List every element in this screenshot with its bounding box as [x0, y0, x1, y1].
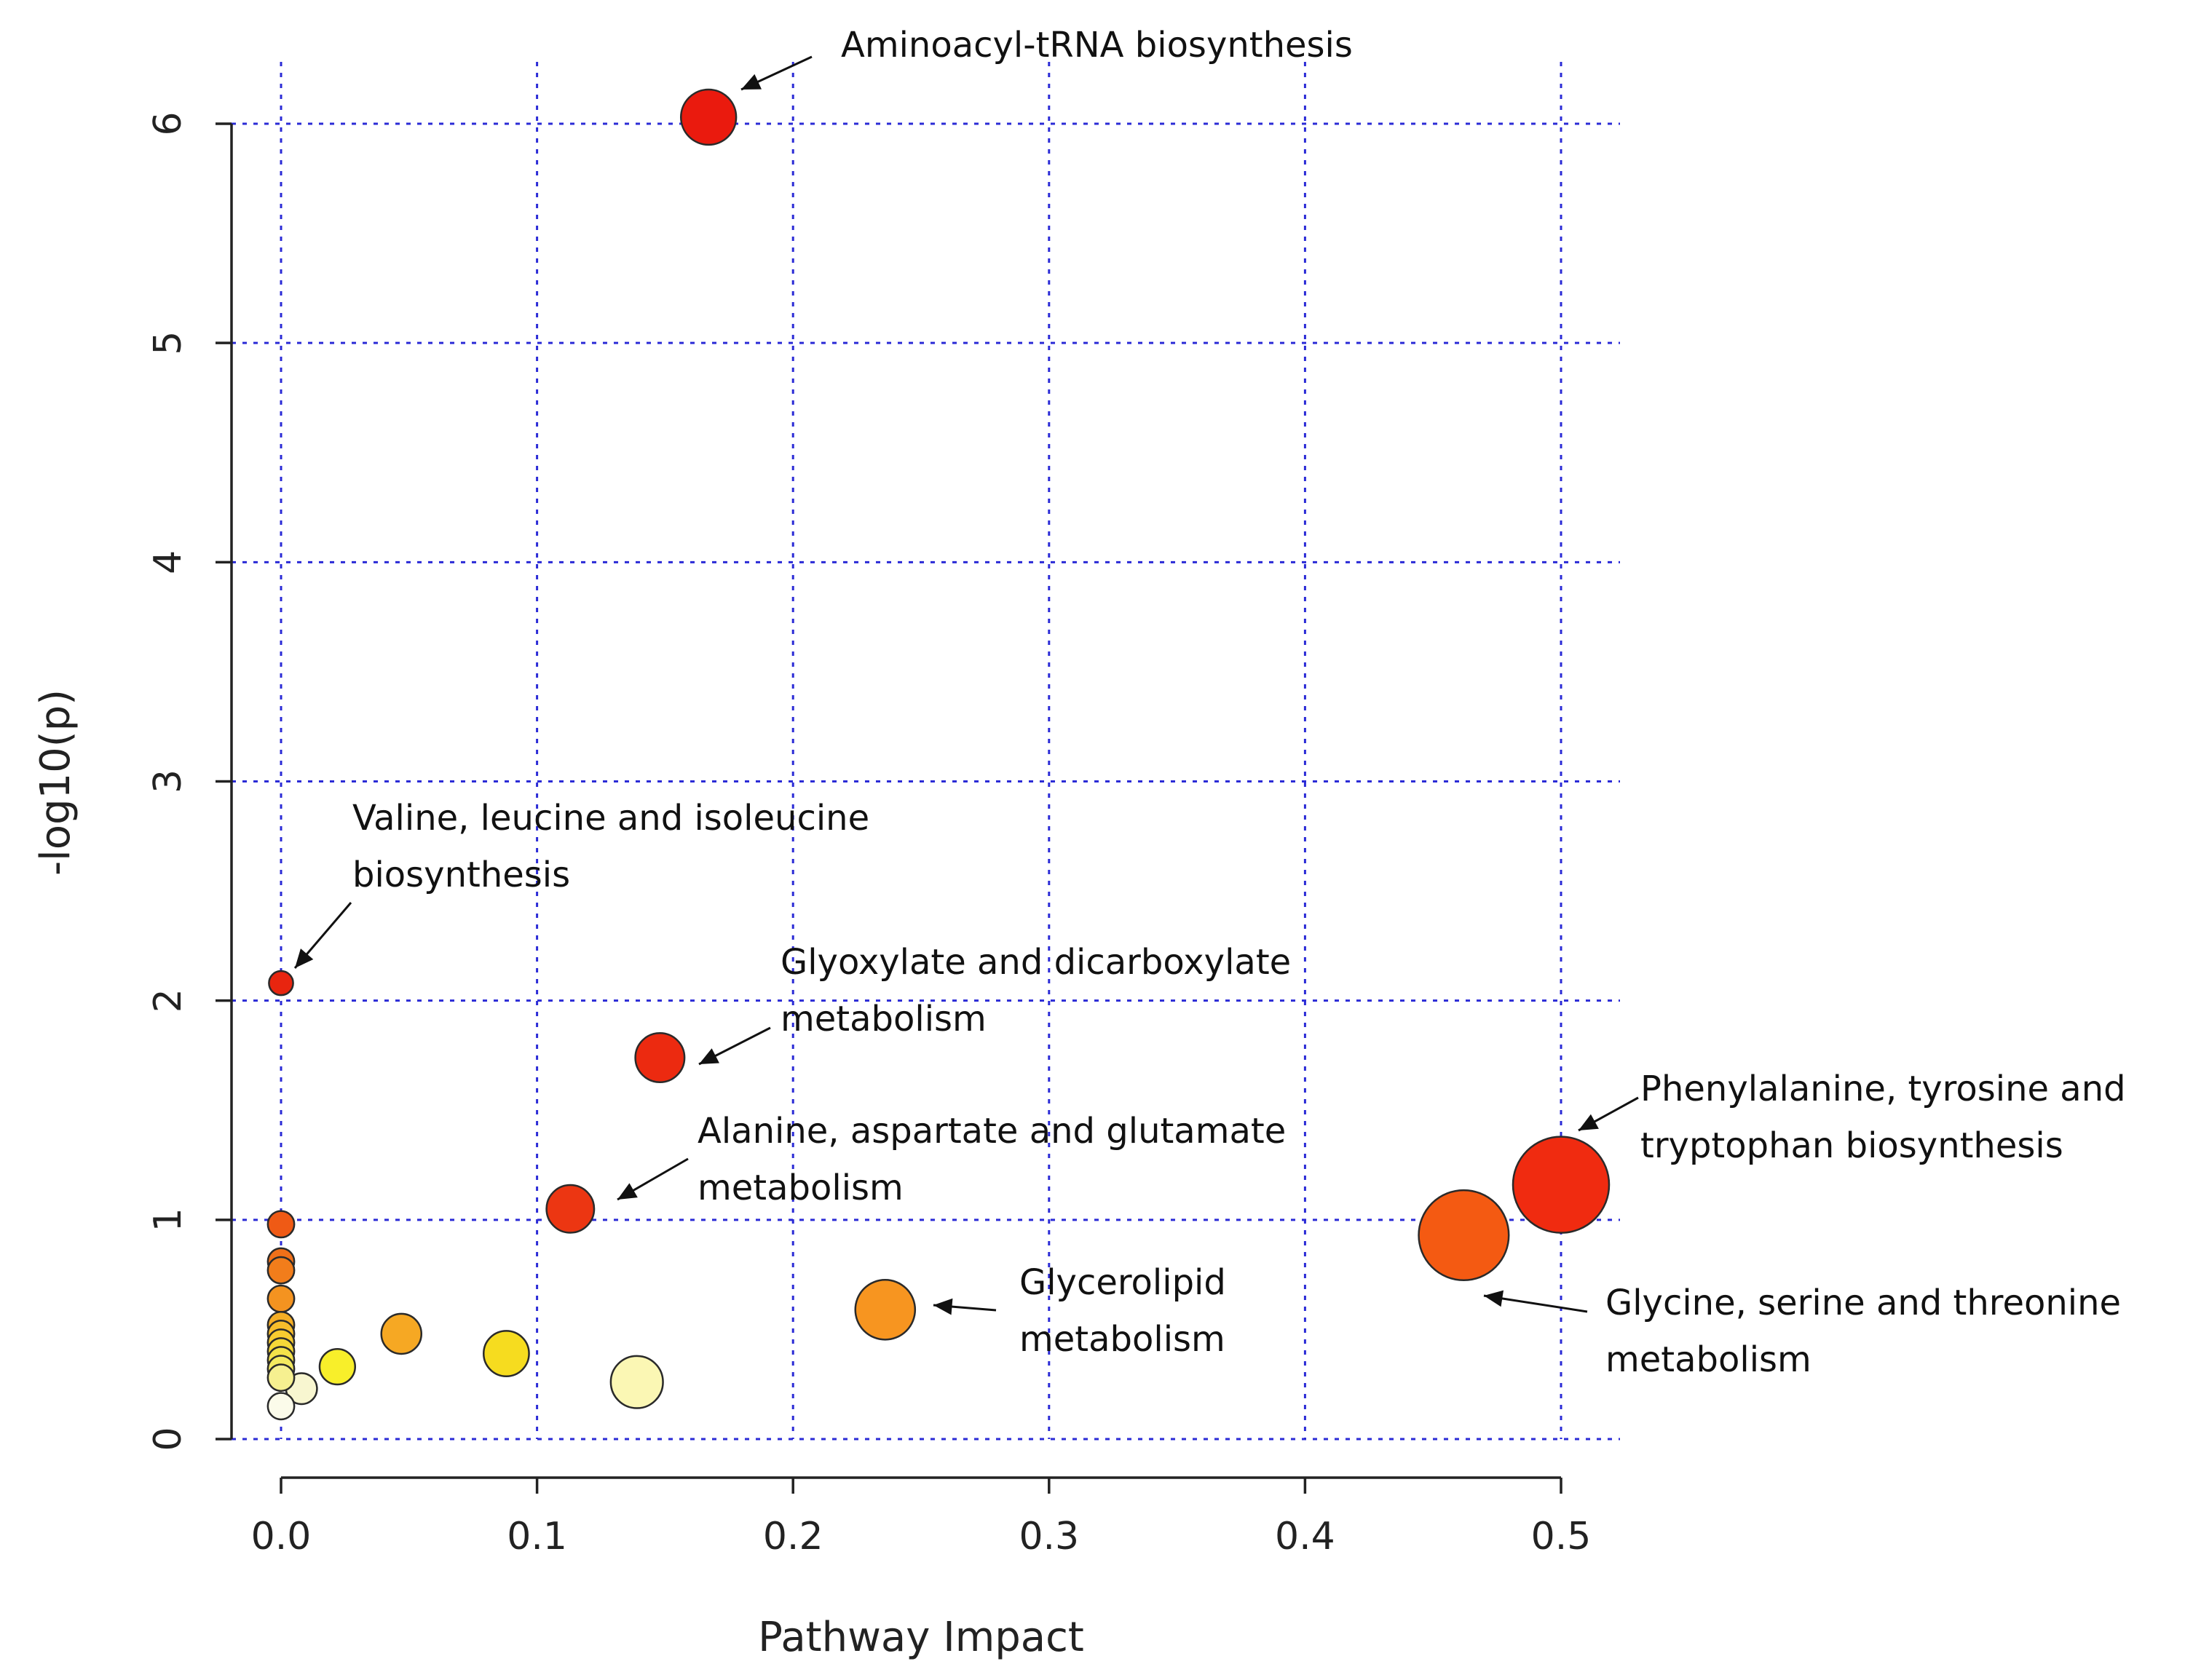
- data-points: [266, 88, 1611, 1421]
- data-point-8: [482, 1330, 530, 1377]
- y-tick-label-2: 2: [146, 988, 190, 1013]
- annotation-0-arrowhead: [741, 74, 762, 90]
- y-tick-label-3: 3: [146, 769, 190, 793]
- annotation-0: Aminoacyl-tRNA biosynthesis: [740, 25, 1353, 91]
- axes: [216, 122, 1562, 1494]
- annotation-1-arrowhead: [295, 948, 314, 968]
- annotation-0-line-0: Aminoacyl-tRNA biosynthesis: [841, 25, 1353, 66]
- data-point-0: [680, 88, 738, 146]
- annotations: Aminoacyl-tRNA biosynthesis Valine, leuci…: [293, 25, 2126, 1380]
- annotation-3-line-1: metabolism: [698, 1168, 904, 1208]
- annotation-1-line-1: biosynthesis: [352, 855, 570, 895]
- annotation-3: Alanine, aspartate and glutamate metaboli…: [617, 1111, 1286, 1208]
- y-tick-label-1: 1: [146, 1208, 190, 1232]
- data-point-10: [318, 1347, 357, 1386]
- y-tick-label-0: 0: [146, 1427, 190, 1451]
- tick-labels: 0.0 0.1 0.2 0.3 0.4 0.5 0 1 2 3 4 5 6: [146, 111, 1591, 1558]
- annotation-2-line-1: metabolism: [781, 999, 987, 1039]
- data-point-21: [266, 1363, 296, 1392]
- x-tick-label-2: 0.2: [763, 1515, 823, 1558]
- annotation-1: Valine, leucine and isoleucine biosynthes…: [293, 798, 869, 969]
- annotation-2-arrowhead: [699, 1048, 719, 1064]
- annotation-4-line-1: tryptophan biosynthesis: [1640, 1125, 2063, 1166]
- annotation-5-arrowhead: [1484, 1290, 1504, 1307]
- data-point-2: [634, 1031, 686, 1083]
- annotation-4: Phenylalanine, tyrosine and tryptophan bi…: [1578, 1069, 2126, 1166]
- data-point-13: [266, 1256, 296, 1285]
- x-tick-label-4: 0.4: [1275, 1515, 1335, 1558]
- data-point-9: [609, 1355, 664, 1409]
- y-tick-label-4: 4: [146, 550, 190, 574]
- data-point-1: [268, 970, 294, 996]
- annotation-6: Glycerolipid metabolism: [933, 1262, 1226, 1360]
- data-point-4: [1512, 1136, 1611, 1234]
- data-point-6: [854, 1279, 917, 1341]
- y-axis-title: -log10(p): [32, 689, 79, 876]
- annotation-6-line-1: metabolism: [1019, 1319, 1225, 1360]
- data-point-7: [380, 1312, 423, 1355]
- data-point-5: [1418, 1189, 1510, 1282]
- annotation-2: Glyoxylate and dicarboxylate metabolism: [698, 942, 1291, 1066]
- annotation-6-arrowhead: [933, 1298, 953, 1315]
- annotation-4-arrowhead: [1579, 1114, 1599, 1130]
- annotation-2-line-0: Glyoxylate and dicarboxylate: [781, 942, 1291, 983]
- data-point-11: [266, 1210, 296, 1239]
- annotation-6-line-0: Glycerolipid: [1019, 1262, 1226, 1303]
- x-tick-label-1: 0.1: [507, 1515, 567, 1558]
- data-point-3: [545, 1184, 596, 1234]
- annotation-3-line-0: Alanine, aspartate and glutamate: [698, 1111, 1286, 1152]
- x-tick-label-3: 0.3: [1019, 1515, 1079, 1558]
- data-point-23: [266, 1392, 296, 1421]
- annotation-5: Glycine, serine and threonine metabolism: [1483, 1283, 2121, 1380]
- annotation-5-line-0: Glycine, serine and threonine: [1605, 1283, 2121, 1323]
- grid-lines: [232, 62, 1620, 1441]
- data-point-14: [266, 1284, 296, 1313]
- annotation-4-line-0: Phenylalanine, tyrosine and: [1640, 1069, 2126, 1109]
- x-tick-label-5: 0.5: [1531, 1515, 1592, 1558]
- y-tick-label-6: 6: [146, 111, 190, 135]
- annotation-1-line-0: Valine, leucine and isoleucine: [352, 798, 869, 839]
- annotation-3-arrowhead: [617, 1183, 638, 1200]
- y-tick-label-5: 5: [146, 331, 190, 355]
- x-tick-label-0: 0.0: [251, 1515, 312, 1558]
- annotation-5-line-1: metabolism: [1605, 1339, 1811, 1380]
- x-axis-title: Pathway Impact: [758, 1614, 1084, 1661]
